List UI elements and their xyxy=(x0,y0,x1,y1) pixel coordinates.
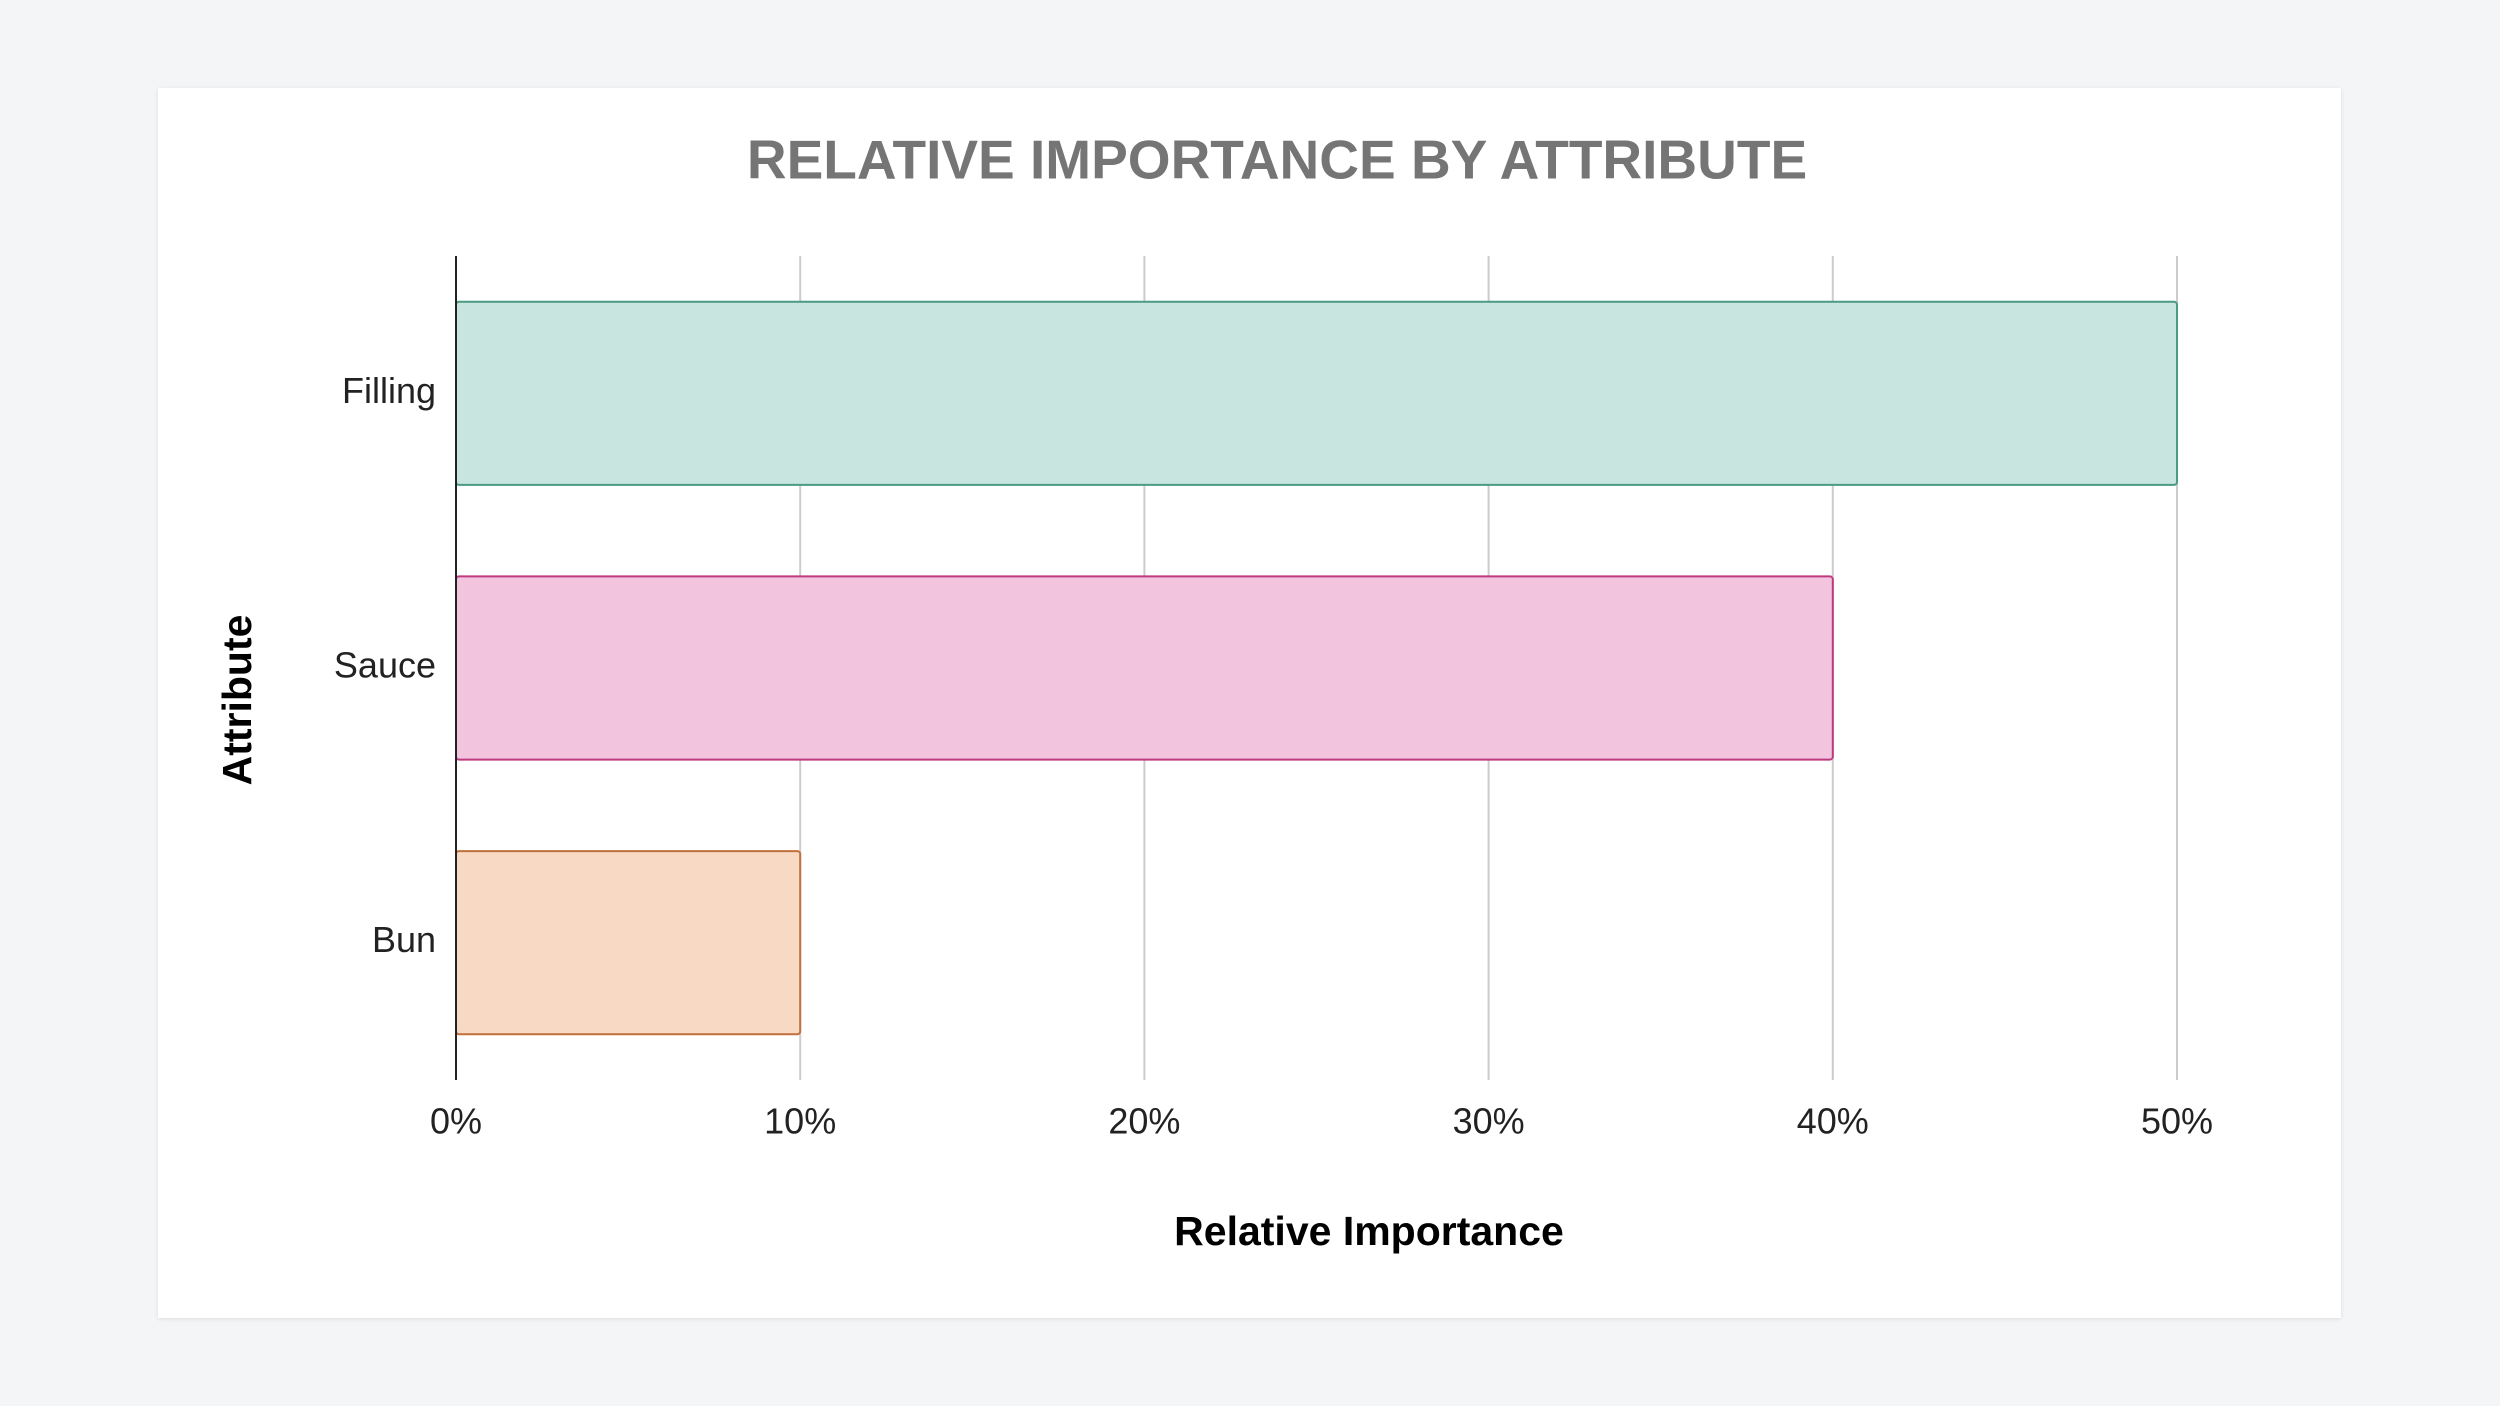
y-tick-label: Sauce xyxy=(334,645,436,686)
y-tick-label: Bun xyxy=(372,919,436,960)
y-axis-title: Attribute xyxy=(214,615,260,786)
x-tick-label: 20% xyxy=(1108,1101,1180,1142)
x-tick-label: 30% xyxy=(1453,1101,1525,1142)
tick-labels: 0% 10% 20% 30% 40% 50% Filling Sauce Bun xyxy=(334,370,2213,1142)
chart-title: RELATIVE IMPORTANCE BY ATTRIBUTE xyxy=(747,129,1807,191)
bar-chart: RELATIVE IMPORTANCE BY ATTRIBUTE 0% 10% 20… xyxy=(214,129,2213,1254)
chart-card: RELATIVE IMPORTANCE BY ATTRIBUTE 0% 10% 20… xyxy=(158,88,2341,1318)
bars xyxy=(455,300,2178,1036)
x-axis-title: Relative Importance xyxy=(1174,1208,1564,1254)
bar-filling xyxy=(455,300,2178,486)
x-tick-label: 10% xyxy=(764,1101,836,1142)
x-tick-label: 0% xyxy=(430,1101,482,1142)
x-tick-label: 50% xyxy=(2141,1101,2213,1142)
x-tick-label: 40% xyxy=(1797,1101,1869,1142)
bar-bun xyxy=(455,850,802,1036)
bar-sauce xyxy=(455,575,1834,761)
y-tick-label: Filling xyxy=(342,370,436,411)
